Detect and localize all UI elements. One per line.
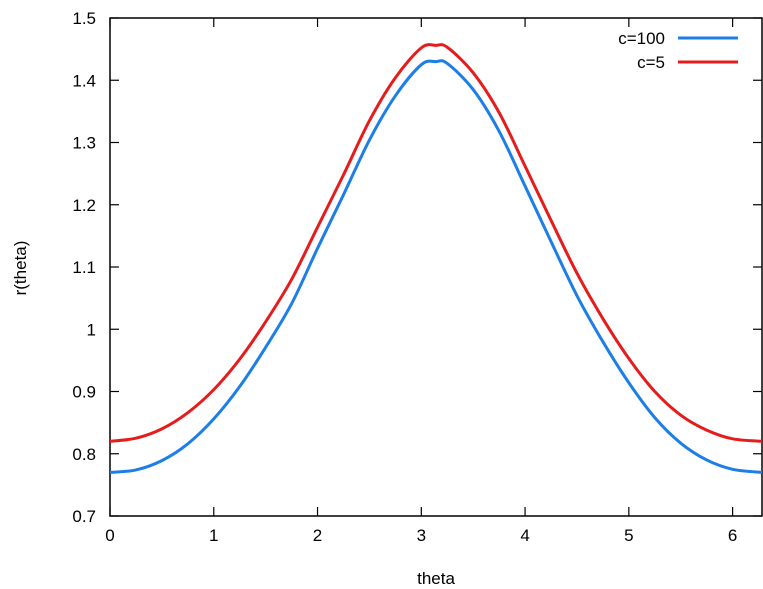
y-tick-label: 0.8 bbox=[72, 445, 96, 464]
series-line-c-5 bbox=[109, 43, 763, 443]
y-tick-label: 1 bbox=[87, 320, 96, 339]
x-axis-label: theta bbox=[417, 569, 455, 588]
y-tick-label: 1.5 bbox=[72, 9, 96, 28]
x-tick-label: 6 bbox=[728, 526, 737, 545]
x-tick-label: 5 bbox=[624, 526, 633, 545]
y-tick-label: 1.4 bbox=[72, 71, 96, 90]
y-tick-label: 1.2 bbox=[72, 196, 96, 215]
x-tick-label: 4 bbox=[520, 526, 529, 545]
y-axis-label: r(theta) bbox=[11, 241, 30, 296]
plot-area: 0 1 2 3 4 5 6 0.7 0.8 0.9 1 1.1 1.2 1.3 1.4 1.5 c=100 c=5 bbox=[72, 9, 763, 545]
y-tick-label: 0.7 bbox=[72, 507, 96, 526]
y-tick-label: 1.3 bbox=[72, 134, 96, 153]
y-tick-label: 1.1 bbox=[72, 258, 96, 277]
series-line-c-100 bbox=[109, 59, 763, 474]
x-tick-label: 2 bbox=[313, 526, 322, 545]
plot-frame bbox=[109, 17, 763, 517]
x-tick-label: 1 bbox=[209, 526, 218, 545]
legend-label: c=100 bbox=[618, 29, 665, 48]
x-tick-label: 3 bbox=[417, 526, 426, 545]
legend-label: c=5 bbox=[637, 53, 665, 72]
x-tick-label: 0 bbox=[105, 526, 114, 545]
y-tick-label: 0.9 bbox=[72, 383, 96, 402]
